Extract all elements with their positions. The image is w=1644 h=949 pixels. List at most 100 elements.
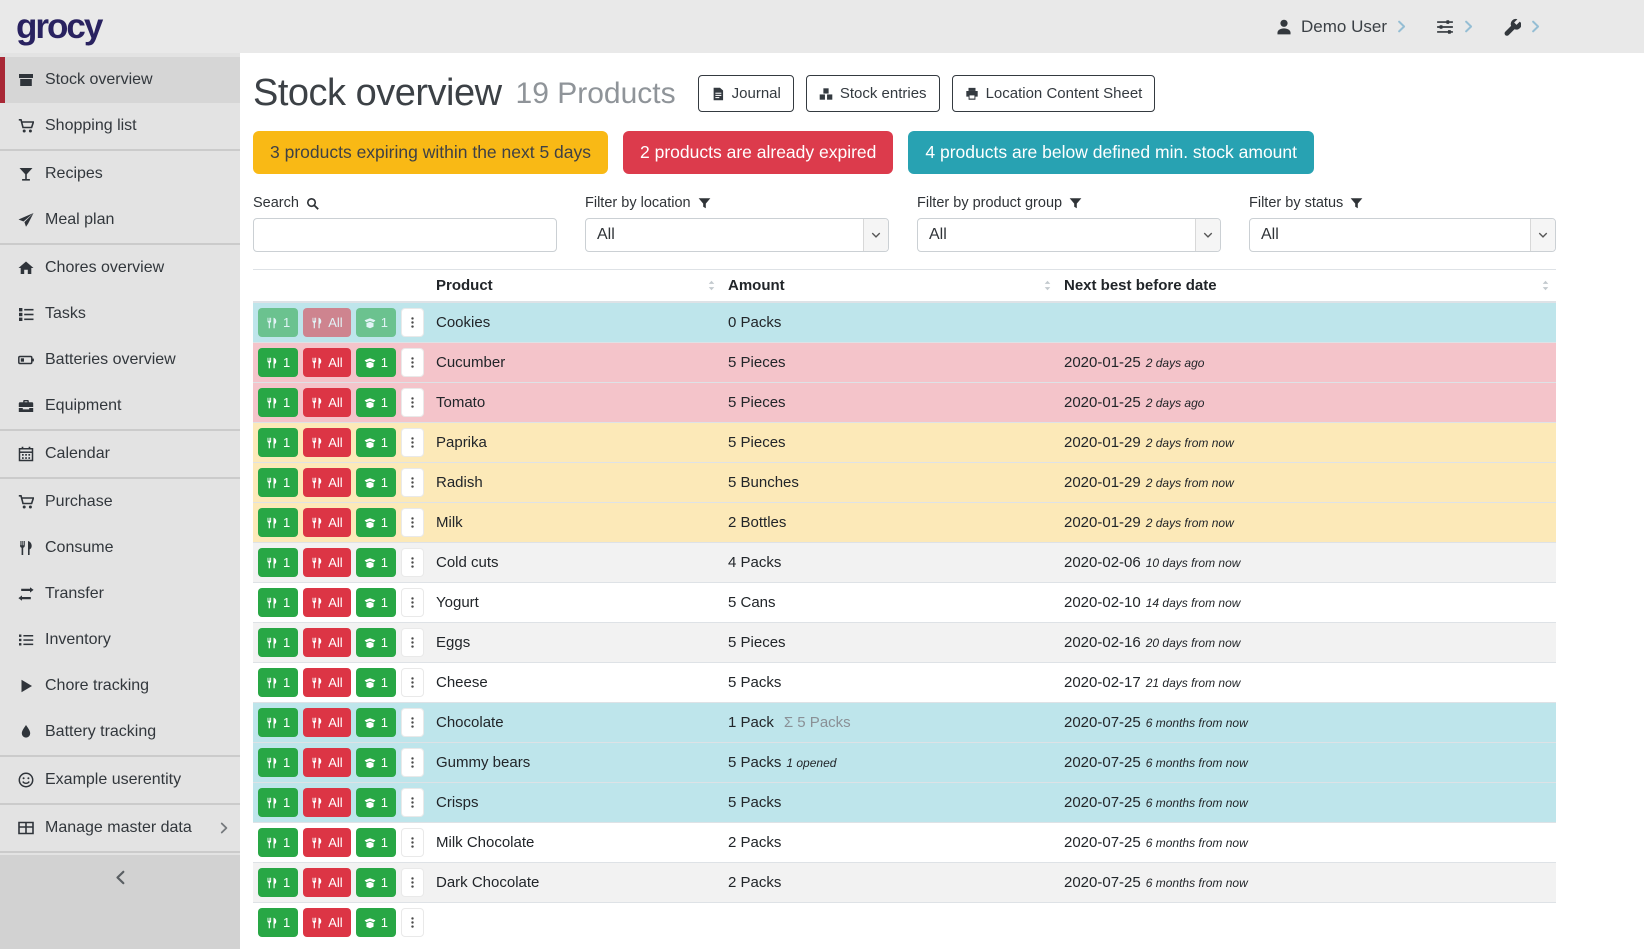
- open-one-button[interactable]: 1: [356, 468, 396, 497]
- location-content-sheet-button[interactable]: Location Content Sheet: [952, 75, 1156, 112]
- consume-one-button[interactable]: 1: [258, 428, 298, 457]
- open-one-button[interactable]: 1: [356, 828, 396, 857]
- consume-all-button[interactable]: All: [303, 588, 350, 617]
- below-min-stock-alert[interactable]: 4 products are below defined min. stock …: [908, 131, 1314, 174]
- sort-icon[interactable]: [1041, 279, 1054, 292]
- consume-one-button[interactable]: 1: [258, 548, 298, 577]
- open-one-button[interactable]: 1: [356, 868, 396, 897]
- stock-entries-button[interactable]: Stock entries: [806, 75, 940, 112]
- sidebar-item-chore-tracking[interactable]: Chore tracking: [0, 663, 240, 709]
- consume-one-button[interactable]: 1: [258, 668, 298, 697]
- sidebar-item-meal-plan[interactable]: Meal plan: [0, 197, 240, 243]
- sidebar-item-battery-tracking[interactable]: Battery tracking: [0, 709, 240, 755]
- consume-all-button[interactable]: All: [303, 628, 350, 657]
- open-one-button[interactable]: 1: [356, 708, 396, 737]
- sidebar-item-batteries-overview[interactable]: Batteries overview: [0, 337, 240, 383]
- open-one-button[interactable]: 1: [356, 388, 396, 417]
- consume-one-button[interactable]: 1: [258, 508, 298, 537]
- consume-all-button[interactable]: All: [303, 708, 350, 737]
- consume-all-button[interactable]: All: [303, 468, 350, 497]
- product-column-header[interactable]: Product: [430, 270, 722, 303]
- sidebar-item-inventory[interactable]: Inventory: [0, 617, 240, 663]
- row-menu-button[interactable]: [401, 828, 424, 857]
- consume-all-button[interactable]: All: [303, 388, 350, 417]
- sort-icon[interactable]: [1539, 279, 1552, 292]
- sidebar-item-example-userentity[interactable]: Example userentity: [0, 757, 240, 803]
- user-menu[interactable]: Demo User: [1275, 17, 1408, 37]
- expired-alert[interactable]: 2 products are already expired: [623, 131, 893, 174]
- consume-one-button[interactable]: 1: [258, 908, 298, 937]
- sidebar-item-stock-overview[interactable]: Stock overview: [0, 57, 240, 103]
- row-menu-button[interactable]: [401, 668, 424, 697]
- sidebar-item-calendar[interactable]: Calendar: [0, 431, 240, 477]
- consume-all-button[interactable]: All: [303, 428, 350, 457]
- consume-one-button[interactable]: 1: [258, 348, 298, 377]
- consume-one-button[interactable]: 1: [258, 628, 298, 657]
- sidebar-item-consume[interactable]: Consume: [0, 525, 240, 571]
- consume-one-button[interactable]: 1: [258, 708, 298, 737]
- sidebar-item-equipment[interactable]: Equipment: [0, 383, 240, 429]
- row-menu-button[interactable]: [401, 388, 424, 417]
- settings-menu[interactable]: [1436, 18, 1475, 36]
- row-menu-button[interactable]: [401, 468, 424, 497]
- consume-one-button[interactable]: 1: [258, 388, 298, 417]
- status-filter-select[interactable]: All: [1249, 218, 1556, 252]
- amount-column-header[interactable]: Amount: [722, 270, 1058, 303]
- sidebar-item-chores-overview[interactable]: Chores overview: [0, 245, 240, 291]
- grocy-logo[interactable]: grocy: [16, 7, 101, 47]
- sidebar-item-transfer[interactable]: Transfer: [0, 571, 240, 617]
- row-menu-button[interactable]: [401, 748, 424, 777]
- row-menu-button[interactable]: [401, 628, 424, 657]
- open-one-button[interactable]: 1: [356, 748, 396, 777]
- consume-one-button[interactable]: 1: [258, 748, 298, 777]
- open-one-button[interactable]: 1: [356, 588, 396, 617]
- consume-all-button[interactable]: All: [303, 308, 350, 337]
- consume-all-button[interactable]: All: [303, 348, 350, 377]
- search-input[interactable]: [253, 218, 557, 252]
- row-menu-button[interactable]: [401, 548, 424, 577]
- row-menu-button[interactable]: [401, 788, 424, 817]
- consume-all-button[interactable]: All: [303, 508, 350, 537]
- open-one-button[interactable]: 1: [356, 428, 396, 457]
- expiring-soon-alert[interactable]: 3 products expiring within the next 5 da…: [253, 131, 608, 174]
- row-menu-button[interactable]: [401, 508, 424, 537]
- row-menu-button[interactable]: [401, 348, 424, 377]
- sidebar-item-manage-master-data[interactable]: Manage master data: [0, 805, 240, 851]
- sidebar-item-recipes[interactable]: Recipes: [0, 151, 240, 197]
- admin-menu[interactable]: [1503, 18, 1542, 36]
- row-menu-button[interactable]: [401, 868, 424, 897]
- open-one-button[interactable]: 1: [356, 548, 396, 577]
- consume-one-button[interactable]: 1: [258, 308, 298, 337]
- product-group-filter-select[interactable]: All: [917, 218, 1221, 252]
- consume-one-button[interactable]: 1: [258, 868, 298, 897]
- consume-one-button[interactable]: 1: [258, 588, 298, 617]
- consume-one-button[interactable]: 1: [258, 788, 298, 817]
- open-one-button[interactable]: 1: [356, 788, 396, 817]
- row-menu-button[interactable]: [401, 708, 424, 737]
- row-menu-button[interactable]: [401, 588, 424, 617]
- row-menu-button[interactable]: [401, 308, 424, 337]
- sidebar-item-tasks[interactable]: Tasks: [0, 291, 240, 337]
- consume-all-button[interactable]: All: [303, 908, 350, 937]
- open-one-button[interactable]: 1: [356, 908, 396, 937]
- consume-all-button[interactable]: All: [303, 668, 350, 697]
- consume-all-button[interactable]: All: [303, 868, 350, 897]
- row-menu-button[interactable]: [401, 908, 424, 937]
- open-one-button[interactable]: 1: [356, 308, 396, 337]
- consume-all-button[interactable]: All: [303, 828, 350, 857]
- sidebar-item-purchase[interactable]: Purchase: [0, 479, 240, 525]
- sort-icon[interactable]: [705, 279, 718, 292]
- consume-all-button[interactable]: All: [303, 748, 350, 777]
- journal-button[interactable]: Journal: [698, 75, 794, 112]
- open-one-button[interactable]: 1: [356, 668, 396, 697]
- best-before-column-header[interactable]: Next best before date: [1058, 270, 1556, 303]
- consume-one-button[interactable]: 1: [258, 828, 298, 857]
- row-menu-button[interactable]: [401, 428, 424, 457]
- open-one-button[interactable]: 1: [356, 508, 396, 537]
- sidebar-collapse-button[interactable]: [113, 870, 128, 885]
- consume-one-button[interactable]: 1: [258, 468, 298, 497]
- open-one-button[interactable]: 1: [356, 348, 396, 377]
- sidebar-item-shopping-list[interactable]: Shopping list: [0, 103, 240, 149]
- consume-all-button[interactable]: All: [303, 788, 350, 817]
- open-one-button[interactable]: 1: [356, 628, 396, 657]
